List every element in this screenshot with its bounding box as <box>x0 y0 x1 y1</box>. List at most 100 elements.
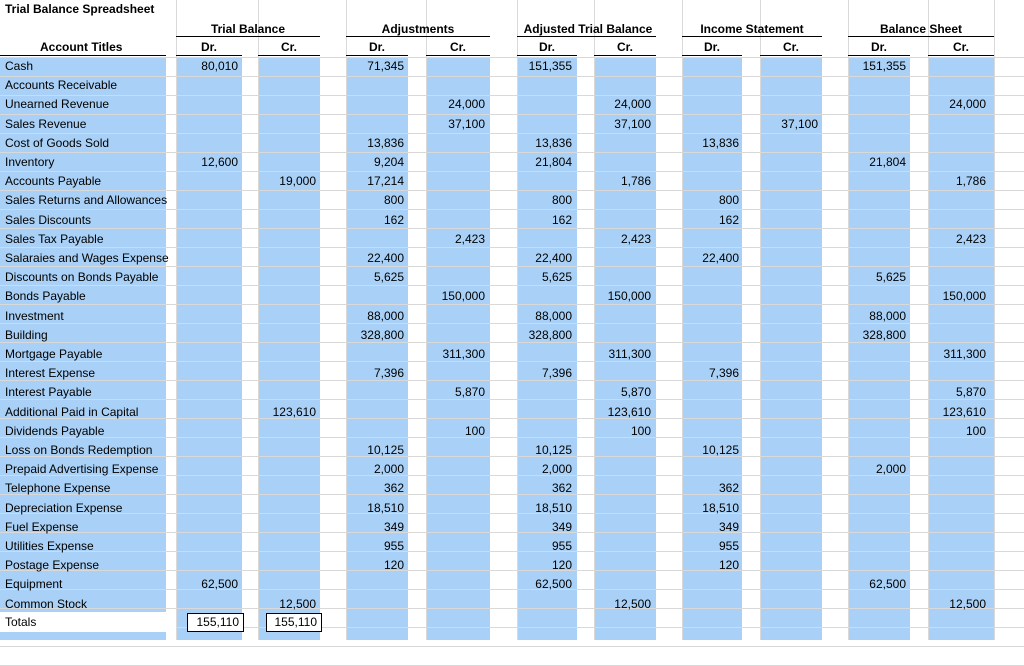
atb-dr-cell[interactable]: 151,355 <box>528 59 572 73</box>
bs-dr-cell[interactable]: 328,800 <box>862 327 906 342</box>
bs-cr-cell[interactable]: 5,870 <box>955 385 986 400</box>
account-title-cell[interactable]: Depreciation Expense <box>5 500 123 515</box>
account-title-cell[interactable]: Equipment <box>5 577 63 592</box>
atb-dr-cell[interactable]: 955 <box>551 539 572 553</box>
tb-dr-cell[interactable]: 62,500 <box>201 577 238 592</box>
account-title-cell[interactable]: Prepaid Advertising Expense <box>5 462 159 477</box>
bs-cr-cell[interactable]: 1,786 <box>955 174 986 189</box>
account-title-cell[interactable]: Common Stock <box>5 596 88 611</box>
atb-cr-cell[interactable]: 5,870 <box>620 385 651 400</box>
bs-cr-cell[interactable]: 2,423 <box>955 231 986 246</box>
atb-dr-cell[interactable]: 800 <box>551 193 572 208</box>
account-title-cell[interactable]: Utilities Expense <box>5 539 94 553</box>
adj-dr-cell[interactable]: 88,000 <box>367 308 404 323</box>
account-title-cell[interactable]: Accounts Payable <box>5 174 102 189</box>
adj-dr-cell[interactable]: 22,400 <box>367 251 404 265</box>
is-dr-cell[interactable]: 362 <box>718 481 739 496</box>
adj-dr-cell[interactable]: 328,800 <box>360 327 404 342</box>
account-title-cell[interactable]: Inventory <box>5 155 55 169</box>
bs-dr-cell[interactable]: 21,804 <box>869 155 906 169</box>
atb-dr-cell[interactable]: 5,625 <box>541 270 572 285</box>
atb-cr-cell[interactable]: 311,300 <box>608 347 652 361</box>
bs-dr-cell[interactable]: 2,000 <box>875 462 906 477</box>
adj-dr-cell[interactable]: 7,396 <box>373 366 404 381</box>
atb-dr-cell[interactable]: 21,804 <box>535 155 572 169</box>
adj-cr-cell[interactable]: 24,000 <box>448 97 485 112</box>
atb-cr-cell[interactable]: 12,500 <box>614 596 651 611</box>
is-dr-cell[interactable]: 13,836 <box>702 135 739 150</box>
tb-dr-cell[interactable]: 12,600 <box>201 155 238 169</box>
tb-cr-cell[interactable]: 123,610 <box>272 404 316 419</box>
bs-dr-cell[interactable]: 62,500 <box>869 577 906 592</box>
atb-dr-cell[interactable]: 22,400 <box>535 251 572 265</box>
atb-cr-cell[interactable]: 1,786 <box>620 174 651 189</box>
atb-dr-cell[interactable]: 362 <box>551 481 572 496</box>
is-dr-cell[interactable]: 955 <box>718 539 739 553</box>
atb-dr-cell[interactable]: 2,000 <box>541 462 572 477</box>
is-dr-cell[interactable]: 800 <box>718 193 739 208</box>
adj-dr-cell[interactable]: 10,125 <box>367 443 404 457</box>
adj-dr-cell[interactable]: 71,345 <box>367 59 404 73</box>
adj-cr-cell[interactable]: 2,423 <box>454 231 485 246</box>
is-dr-cell[interactable]: 120 <box>718 558 739 573</box>
bs-cr-cell[interactable]: 150,000 <box>942 289 986 304</box>
adj-cr-cell[interactable]: 5,870 <box>454 385 485 400</box>
account-title-cell[interactable]: Cost of Goods Sold <box>5 135 110 150</box>
bs-cr-cell[interactable]: 123,610 <box>942 404 986 419</box>
adj-dr-cell[interactable]: 800 <box>383 193 404 208</box>
is-dr-cell[interactable]: 22,400 <box>702 251 739 265</box>
atb-dr-cell[interactable]: 18,510 <box>535 500 572 515</box>
adj-dr-cell[interactable]: 162 <box>383 212 404 227</box>
adj-dr-cell[interactable]: 17,214 <box>367 174 404 189</box>
bs-cr-cell[interactable]: 100 <box>965 423 986 438</box>
adj-cr-cell[interactable]: 37,100 <box>448 116 485 131</box>
atb-dr-cell[interactable]: 10,125 <box>535 443 572 457</box>
adj-dr-cell[interactable]: 13,836 <box>367 135 404 150</box>
adj-dr-cell[interactable]: 18,510 <box>367 500 404 515</box>
atb-dr-cell[interactable]: 328,800 <box>528 327 572 342</box>
account-title-cell[interactable]: Postage Expense <box>5 558 100 573</box>
atb-cr-cell[interactable]: 24,000 <box>614 97 651 112</box>
account-title-cell[interactable]: Telephone Expense <box>5 481 111 496</box>
adj-dr-cell[interactable]: 9,204 <box>373 155 404 169</box>
account-title-cell[interactable]: Interest Payable <box>5 385 92 400</box>
bs-dr-cell[interactable]: 88,000 <box>869 308 906 323</box>
tb-cr-cell[interactable]: 12,500 <box>279 596 316 611</box>
atb-dr-cell[interactable]: 349 <box>551 519 572 534</box>
adj-dr-cell[interactable]: 5,625 <box>373 270 404 285</box>
totals-tb-dr-cell[interactable]: 155,110 <box>187 613 244 632</box>
bs-cr-cell[interactable]: 24,000 <box>949 97 986 112</box>
tb-dr-cell[interactable]: 80,010 <box>201 59 238 73</box>
atb-dr-cell[interactable]: 88,000 <box>535 308 572 323</box>
is-dr-cell[interactable]: 10,125 <box>702 443 739 457</box>
bs-dr-cell[interactable]: 151,355 <box>862 59 906 73</box>
account-title-cell[interactable]: Additional Paid in Capital <box>5 404 139 419</box>
adj-dr-cell[interactable]: 2,000 <box>373 462 404 477</box>
atb-cr-cell[interactable]: 2,423 <box>620 231 651 246</box>
is-dr-cell[interactable]: 7,396 <box>708 366 739 381</box>
is-dr-cell[interactable]: 18,510 <box>702 500 739 515</box>
is-dr-cell[interactable]: 162 <box>718 212 739 227</box>
account-title-cell[interactable]: Sales Revenue <box>5 116 87 131</box>
atb-cr-cell[interactable]: 37,100 <box>614 116 651 131</box>
account-title-cell[interactable]: Bonds Payable <box>5 289 86 304</box>
bs-dr-cell[interactable]: 5,625 <box>875 270 906 285</box>
account-title-cell[interactable]: Sales Discounts <box>5 212 92 227</box>
adj-dr-cell[interactable]: 955 <box>383 539 404 553</box>
adj-cr-cell[interactable]: 100 <box>464 423 485 438</box>
adj-dr-cell[interactable]: 120 <box>383 558 404 573</box>
atb-cr-cell[interactable]: 123,610 <box>607 404 651 419</box>
adj-dr-cell[interactable]: 349 <box>383 519 404 534</box>
account-title-cell[interactable]: Sales Returns and Allowances <box>5 193 168 208</box>
account-title-cell[interactable]: Interest Expense <box>5 366 96 381</box>
is-cr-cell[interactable]: 37,100 <box>781 116 818 131</box>
account-title-cell[interactable]: Loss on Bonds Redemption <box>5 443 153 457</box>
atb-dr-cell[interactable]: 120 <box>551 558 572 573</box>
atb-dr-cell[interactable]: 162 <box>551 212 572 227</box>
account-title-cell[interactable]: Cash <box>5 59 34 73</box>
atb-cr-cell[interactable]: 100 <box>630 423 651 438</box>
adj-cr-cell[interactable]: 150,000 <box>441 289 485 304</box>
tb-cr-cell[interactable]: 19,000 <box>279 174 316 189</box>
atb-dr-cell[interactable]: 13,836 <box>535 135 572 150</box>
account-title-cell[interactable]: Salaraies and Wages Expense <box>5 251 169 265</box>
